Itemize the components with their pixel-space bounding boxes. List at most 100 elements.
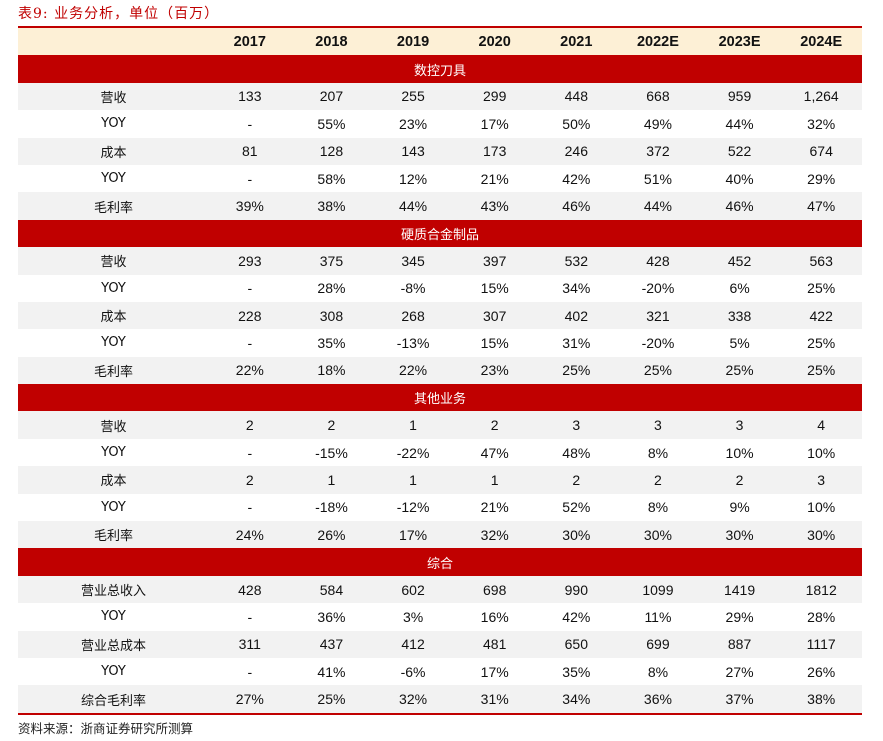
- section-title: 其他业务: [18, 384, 862, 412]
- value-cell: 532: [535, 247, 618, 275]
- value-cell: 207: [290, 82, 373, 111]
- row-label: 营收: [18, 82, 209, 111]
- value-cell: 1117: [780, 630, 862, 658]
- header-row: 2017 2018 2019 2020 2021 2022E 2023E 2024E: [18, 27, 862, 56]
- value-cell: 402: [535, 301, 618, 330]
- table-row: YOY - 35% -13% 15% 31% -20% 5% 25%: [18, 329, 862, 356]
- value-cell: 1099: [617, 575, 699, 604]
- value-cell: -22%: [396, 444, 430, 461]
- row-label: YOY: [101, 445, 126, 461]
- value-cell: 308: [290, 301, 373, 330]
- value-cell: 36%: [317, 608, 346, 625]
- value-cell: 2: [698, 466, 781, 494]
- section-title: 硬质合金制品: [18, 219, 862, 248]
- value-cell: 11%: [644, 608, 672, 625]
- value-cell: 299: [453, 82, 536, 111]
- row-label: 毛利率: [18, 356, 209, 385]
- section-header: 综合: [18, 548, 862, 576]
- value-cell: 25%: [535, 356, 618, 385]
- header-year: 2020: [453, 27, 536, 56]
- table-row: 毛利率 24% 26% 17% 32% 30% 30% 30% 30%: [18, 521, 862, 549]
- table-row: 营收 293 375 345 397 532 428 452 563: [18, 247, 862, 275]
- value-cell: 307: [453, 301, 536, 330]
- value-cell: 372: [617, 137, 699, 165]
- value-cell: 422: [780, 301, 862, 330]
- value-cell: 30%: [535, 521, 618, 549]
- table-row: 营业总成本 311 437 412 481 650 699 887 1117: [18, 630, 862, 658]
- value-cell: 448: [535, 82, 618, 111]
- value-cell: 27%: [209, 685, 291, 714]
- value-cell: -: [247, 280, 253, 297]
- table-row: 营收 2 2 1 2 3 3 3 4: [18, 411, 862, 439]
- value-cell: 30%: [617, 521, 699, 549]
- value-cell: 1: [372, 411, 454, 439]
- value-cell: 39%: [209, 192, 291, 220]
- value-cell: 338: [698, 301, 781, 330]
- value-cell: 22%: [209, 356, 291, 385]
- value-cell: 255: [372, 82, 454, 111]
- section-header: 硬质合金制品: [18, 219, 862, 248]
- row-label: 毛利率: [18, 192, 209, 220]
- table-row: YOY - -15% -22% 47% 48% 8% 10% 10%: [18, 439, 862, 466]
- value-cell: 2: [453, 411, 536, 439]
- table-row: YOY - 28% -8% 15% 34% -20% 6% 25%: [18, 275, 862, 302]
- value-cell: -12%: [396, 499, 430, 516]
- value-cell: -8%: [400, 280, 426, 297]
- value-cell: 34%: [535, 685, 618, 714]
- value-cell: 55%: [317, 115, 346, 132]
- value-cell: 143: [372, 137, 454, 165]
- value-cell: 28%: [807, 608, 836, 625]
- value-cell: 481: [453, 630, 536, 658]
- value-cell: 563: [780, 247, 862, 275]
- value-cell: 17%: [372, 521, 454, 549]
- row-label: YOY: [101, 171, 126, 187]
- header-label-cell: [18, 27, 209, 56]
- value-cell: 8%: [647, 499, 669, 516]
- value-cell: 1812: [780, 575, 862, 604]
- header-year: 2017: [209, 27, 291, 56]
- value-cell: 23%: [453, 356, 536, 385]
- value-cell: -: [247, 170, 253, 187]
- row-label: YOY: [101, 609, 126, 625]
- value-cell: 47%: [480, 444, 509, 461]
- value-cell: 228: [209, 301, 291, 330]
- value-cell: 1,264: [780, 82, 862, 111]
- value-cell: 43%: [453, 192, 536, 220]
- row-label: YOY: [101, 280, 126, 296]
- value-cell: 42%: [562, 608, 591, 625]
- table-row: 毛利率 22% 18% 22% 23% 25% 25% 25% 25%: [18, 356, 862, 385]
- value-cell: -20%: [641, 280, 675, 297]
- value-cell: 1: [372, 466, 454, 494]
- value-cell: 44%: [617, 192, 699, 220]
- value-cell: 3: [698, 411, 781, 439]
- value-cell: 15%: [480, 334, 509, 351]
- value-cell: 25%: [698, 356, 781, 385]
- value-cell: 1: [453, 466, 536, 494]
- value-cell: 50%: [562, 115, 591, 132]
- value-cell: 128: [290, 137, 373, 165]
- value-cell: -15%: [315, 444, 348, 461]
- value-cell: 133: [209, 82, 291, 111]
- value-cell: 31%: [453, 685, 536, 714]
- value-cell: 32%: [807, 115, 836, 132]
- row-label: 成本: [18, 466, 209, 494]
- value-cell: -: [247, 334, 253, 351]
- value-cell: -: [247, 444, 253, 461]
- value-cell: 38%: [290, 192, 373, 220]
- value-cell: 5%: [729, 334, 750, 351]
- table-row: 成本 228 308 268 307 402 321 338 422: [18, 301, 862, 330]
- value-cell: 17%: [480, 663, 509, 680]
- row-label: 营收: [18, 247, 209, 275]
- value-cell: 81: [209, 137, 291, 165]
- section-title: 综合: [18, 548, 862, 576]
- value-cell: 42%: [562, 170, 591, 187]
- value-cell: 17%: [480, 115, 509, 132]
- value-cell: 9%: [729, 499, 750, 516]
- table-row: 营业总收入 428 584 602 698 990 1099 1419 1812: [18, 575, 862, 604]
- table-row: 成本 81 128 143 173 246 372 522 674: [18, 137, 862, 165]
- value-cell: 650: [535, 630, 618, 658]
- value-cell: 35%: [562, 663, 591, 680]
- value-cell: 30%: [698, 521, 781, 549]
- row-label: YOY: [101, 335, 126, 351]
- value-cell: -: [247, 115, 253, 132]
